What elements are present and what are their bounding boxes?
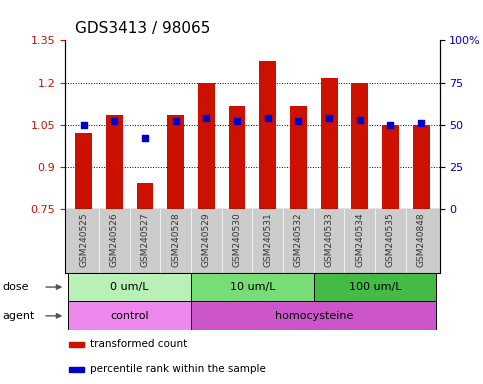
Text: control: control bbox=[110, 311, 149, 321]
Point bbox=[202, 115, 210, 121]
Text: percentile rank within the sample: percentile rank within the sample bbox=[89, 364, 266, 374]
Point bbox=[417, 120, 425, 126]
Bar bbox=[68, 273, 191, 301]
Bar bbox=[106, 115, 123, 209]
Text: GSM240525: GSM240525 bbox=[79, 212, 88, 267]
Point bbox=[356, 117, 364, 123]
Bar bbox=[69, 367, 84, 372]
Point bbox=[233, 118, 241, 124]
Text: GSM240532: GSM240532 bbox=[294, 212, 303, 267]
Point bbox=[80, 122, 87, 128]
Text: GDS3413 / 98065: GDS3413 / 98065 bbox=[75, 22, 210, 36]
Bar bbox=[198, 83, 215, 209]
Point bbox=[172, 118, 180, 124]
Bar bbox=[290, 106, 307, 209]
Point bbox=[295, 118, 302, 124]
Bar bbox=[228, 106, 245, 209]
Text: transformed count: transformed count bbox=[89, 339, 187, 349]
Text: GSM240529: GSM240529 bbox=[202, 212, 211, 267]
Bar bbox=[321, 78, 338, 209]
Bar bbox=[191, 273, 314, 301]
Text: GSM240535: GSM240535 bbox=[386, 212, 395, 267]
Text: GSM240848: GSM240848 bbox=[417, 212, 426, 267]
Bar bbox=[259, 61, 276, 209]
Bar bbox=[314, 273, 437, 301]
Text: agent: agent bbox=[2, 311, 35, 321]
Text: 0 um/L: 0 um/L bbox=[111, 282, 149, 292]
Text: GSM240527: GSM240527 bbox=[141, 212, 149, 267]
Text: homocysteine: homocysteine bbox=[274, 311, 353, 321]
Text: 10 um/L: 10 um/L bbox=[229, 282, 275, 292]
Text: GSM240533: GSM240533 bbox=[325, 212, 334, 267]
Text: GSM240531: GSM240531 bbox=[263, 212, 272, 267]
Text: GSM240526: GSM240526 bbox=[110, 212, 119, 267]
Bar bbox=[167, 115, 184, 209]
Point bbox=[141, 135, 149, 141]
Bar bbox=[382, 125, 399, 209]
Point bbox=[325, 115, 333, 121]
Bar bbox=[69, 342, 84, 347]
Text: 100 um/L: 100 um/L bbox=[349, 282, 401, 292]
Bar bbox=[351, 83, 368, 209]
Bar bbox=[191, 301, 437, 330]
Point bbox=[386, 122, 394, 128]
Text: GSM240530: GSM240530 bbox=[232, 212, 242, 267]
Point bbox=[264, 115, 271, 121]
Bar bbox=[412, 125, 429, 209]
Bar bbox=[75, 133, 92, 209]
Bar bbox=[137, 182, 154, 209]
Text: GSM240528: GSM240528 bbox=[171, 212, 180, 267]
Text: dose: dose bbox=[2, 282, 29, 292]
Bar bbox=[68, 301, 191, 330]
Text: GSM240534: GSM240534 bbox=[355, 212, 364, 267]
Point bbox=[111, 118, 118, 124]
